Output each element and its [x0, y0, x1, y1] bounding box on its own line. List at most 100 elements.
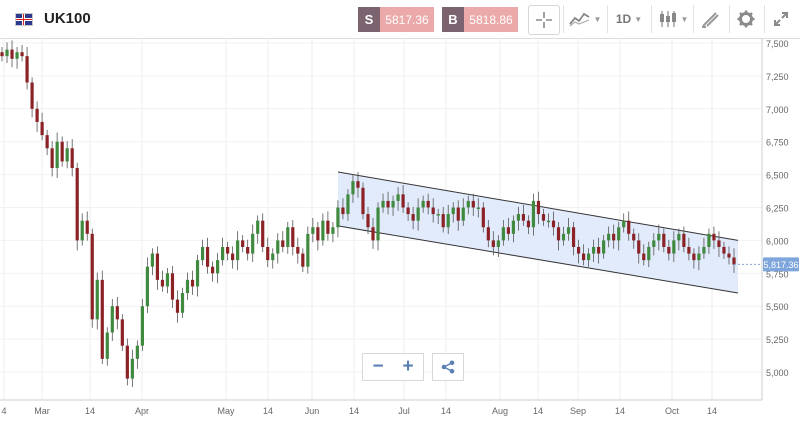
- candle-body: [451, 207, 455, 215]
- candle-body: [652, 240, 656, 247]
- candle-body: [637, 240, 641, 254]
- timeframe-button[interactable]: 1D ▼: [611, 4, 647, 34]
- timeframe-label: 1D: [615, 12, 632, 26]
- candle-body: [406, 207, 410, 215]
- current-price-label: 5,817.36: [763, 260, 798, 270]
- candle-body: [50, 148, 54, 169]
- candle-body: [5, 49, 9, 57]
- candle-body: [566, 227, 571, 234]
- x-tick-label: May: [217, 406, 235, 416]
- candle-body: [556, 227, 561, 241]
- candle-body: [446, 214, 450, 228]
- candle-body: [607, 233, 611, 241]
- candle-body: [491, 240, 495, 247]
- candle-body: [195, 260, 200, 287]
- x-tick-label: Jun: [305, 406, 320, 416]
- candle-body: [175, 299, 180, 313]
- candle-body: [80, 220, 84, 241]
- y-tick-label: 6,750: [766, 138, 789, 148]
- x-tick-label: Apr: [135, 406, 149, 416]
- candle-body: [526, 220, 531, 228]
- candle-body: [632, 233, 636, 241]
- x-tick-label: Oct: [665, 406, 680, 416]
- indicators-icon: [568, 12, 589, 27]
- candle-body: [95, 279, 99, 320]
- expand-icon: [774, 12, 788, 26]
- candlestick-chart[interactable]: 7,500 7,250 7,000 6,750 6,500 6,250 6,000 5,750…: [0, 38, 800, 425]
- candle-body: [301, 253, 305, 267]
- candle-body: [386, 200, 390, 208]
- candle-body: [546, 220, 551, 223]
- chart-type-button[interactable]: ▼: [655, 4, 691, 34]
- share-button[interactable]: [432, 353, 464, 381]
- candle-body: [481, 207, 485, 228]
- candle-body: [692, 253, 696, 261]
- y-tick-label: 7,500: [766, 39, 789, 49]
- candle-body: [496, 240, 500, 247]
- candle-body: [376, 207, 380, 241]
- candle-body: [356, 181, 360, 188]
- candle-body: [40, 121, 44, 136]
- candle-body: [592, 246, 596, 254]
- candle-body: [20, 52, 24, 57]
- candle-body: [531, 200, 536, 228]
- drawing-tools-button[interactable]: [695, 4, 725, 34]
- candle-body: [256, 220, 260, 234]
- sell-button[interactable]: S 5817.36: [358, 7, 434, 32]
- price-chart[interactable]: 7,500 7,250 7,000 6,750 6,500 6,250 6,000 5,750…: [0, 38, 800, 425]
- candle-body: [331, 227, 335, 234]
- candle-body: [511, 220, 515, 234]
- candle-body: [135, 345, 139, 359]
- candle-body: [687, 246, 691, 254]
- candle-body: [215, 260, 220, 274]
- candle-body: [170, 273, 175, 300]
- candle-body: [551, 220, 556, 228]
- x-tick-label: Aug: [492, 406, 508, 416]
- indicators-button[interactable]: ▼: [567, 4, 603, 34]
- x-tick-label: 14: [615, 406, 625, 416]
- candle-body: [411, 214, 415, 221]
- fullscreen-button[interactable]: [766, 4, 796, 34]
- candle-body: [627, 220, 631, 234]
- settings-button[interactable]: [731, 4, 761, 34]
- zoom-in-button[interactable]: +: [393, 353, 424, 381]
- candle-body: [321, 220, 325, 241]
- candle-body: [667, 246, 671, 254]
- candle-body: [130, 358, 134, 379]
- candle-body: [341, 207, 345, 215]
- candle-body: [622, 220, 626, 228]
- candle-body: [461, 207, 465, 221]
- candle-body: [612, 233, 616, 241]
- candle-body: [296, 246, 300, 254]
- chevron-down-icon: ▼: [593, 14, 602, 24]
- candle-body: [180, 293, 185, 313]
- y-tick-label: 5,250: [766, 335, 789, 345]
- candle-body: [351, 181, 355, 195]
- buy-button[interactable]: B 5818.86: [442, 7, 518, 32]
- candle-body: [276, 240, 280, 254]
- y-tick-label: 5,000: [766, 368, 789, 378]
- candle-body: [185, 279, 190, 294]
- zoom-out-button[interactable]: −: [362, 353, 394, 381]
- candle-body: [642, 253, 646, 261]
- crosshair-button[interactable]: [528, 5, 560, 35]
- candle-body: [150, 253, 155, 267]
- candle-body: [717, 240, 721, 247]
- instrument-toolbar: UK100 S 5817.36 B 5818.86 ▼ 1D ▼ ▼: [0, 0, 800, 39]
- candle-body: [521, 214, 526, 221]
- candle-body: [657, 233, 661, 241]
- x-tick-label: 14: [85, 406, 95, 416]
- buy-label: B: [442, 7, 464, 32]
- y-tick-label: 6,000: [766, 236, 789, 246]
- candle-body: [416, 207, 420, 221]
- candle-body: [466, 200, 470, 208]
- uk-flag-icon: [15, 13, 33, 26]
- candle-body: [561, 233, 566, 241]
- candle-body: [516, 214, 521, 221]
- candle-body: [251, 233, 255, 254]
- candle-body: [707, 233, 711, 247]
- candle-body: [30, 82, 34, 109]
- candle-body: [155, 253, 160, 280]
- candle-body: [115, 306, 119, 320]
- candle-body: [10, 49, 14, 59]
